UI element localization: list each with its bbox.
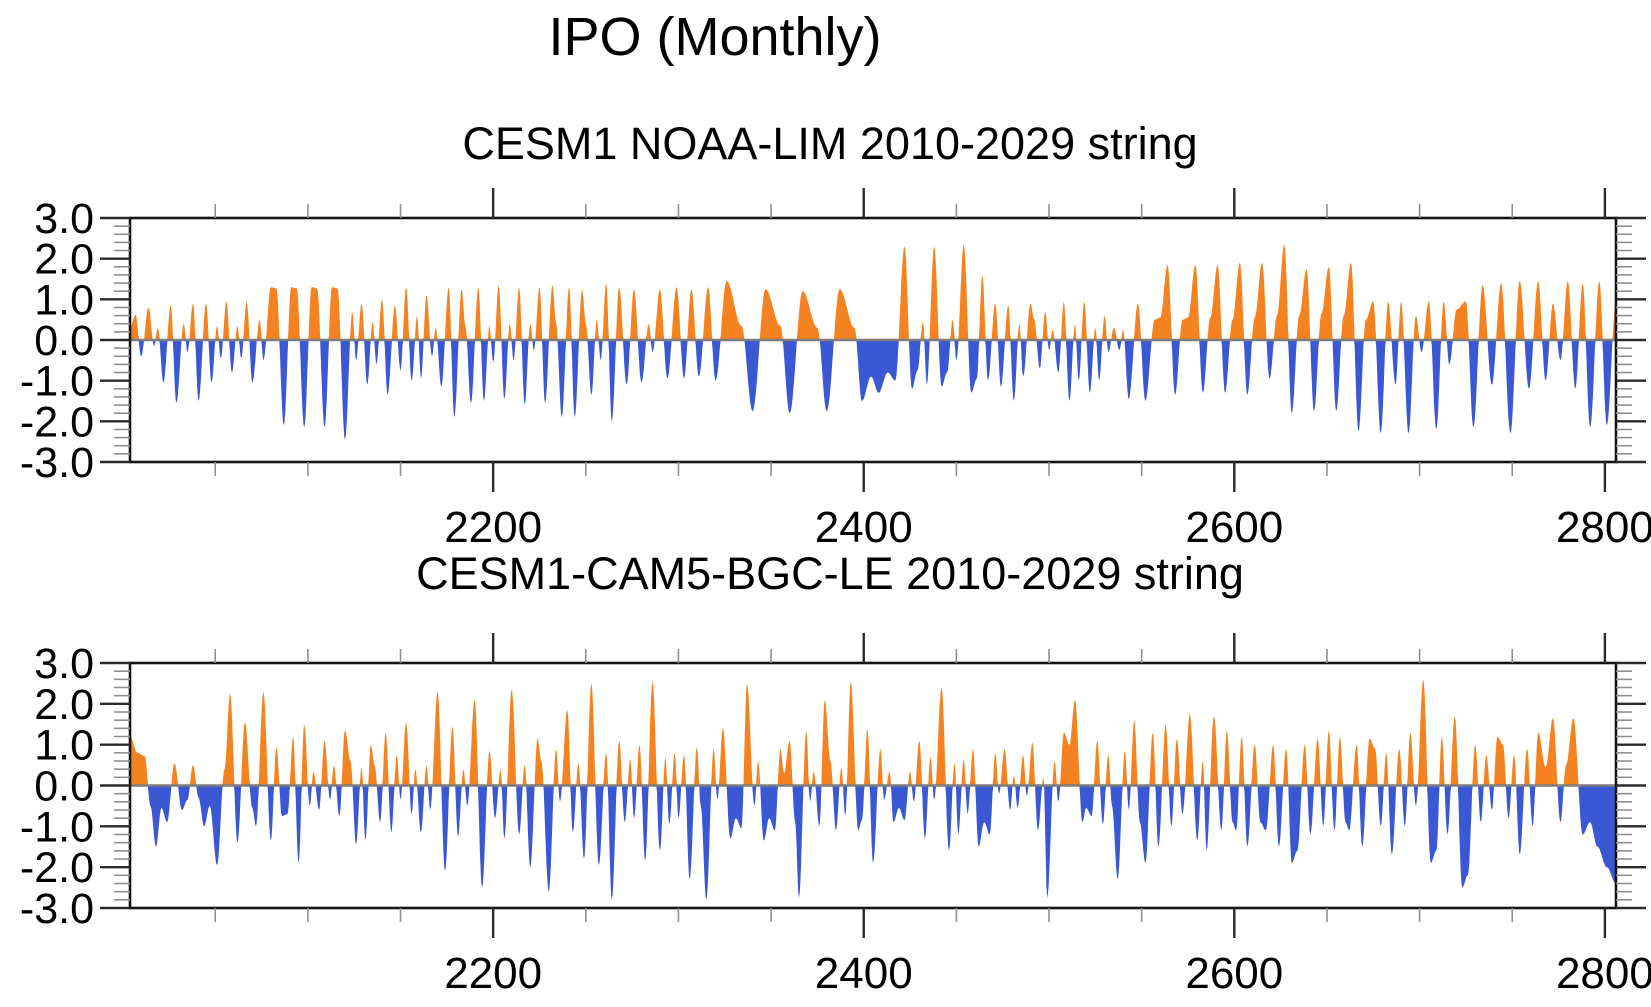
x-axis-label: 2200 [444, 503, 542, 552]
y-axis-label: 2.0 [34, 681, 94, 729]
y-axis-label: -3.0 [20, 885, 94, 933]
y-axis-label: -2.0 [20, 398, 94, 446]
y-axis-label: -2.0 [20, 844, 94, 892]
x-axis-label: 2400 [815, 949, 913, 998]
y-axis-label: 3.0 [34, 640, 94, 688]
x-axis-label: 2400 [815, 503, 913, 552]
axis-ticks [100, 188, 1646, 492]
panel-b: 2200 2400 2600 2800 3.02.01.00.0-1.0-2.0-3.0 [20, 633, 1651, 998]
panel-b-title: CESM1-CAM5-BGC-LE 2010-2029 string [416, 548, 1244, 599]
y-axis-label: -3.0 [20, 439, 94, 487]
axis-ticks [100, 633, 1646, 938]
panel-a-title: CESM1 NOAA-LIM 2010-2029 string [462, 118, 1198, 169]
x-axis-label: 2800 [1556, 949, 1651, 998]
series-area-positive [130, 244, 1616, 340]
x-axis-label: 2600 [1185, 503, 1283, 552]
y-axis-label: 2.0 [34, 236, 94, 284]
series-area-negative [130, 785, 1616, 900]
y-axis-label: -1.0 [20, 358, 94, 406]
y-axis-label: 1.0 [34, 276, 94, 324]
y-axis-label: 1.0 [34, 722, 94, 770]
series-area-negative [130, 340, 1616, 440]
x-axis-label: 2600 [1185, 949, 1283, 998]
y-axis-label: 0.0 [34, 317, 94, 365]
figure-title: IPO (Monthly) [548, 7, 882, 67]
y-axis-label: -1.0 [20, 803, 94, 851]
y-axis-label: 0.0 [34, 763, 94, 811]
panel-a: 2200 2400 2600 2800 3.02.01.00.0-1.0-2.0-3.0 [20, 188, 1651, 552]
x-axis-label: 2800 [1556, 503, 1651, 552]
series-area-positive [130, 679, 1616, 786]
y-axis-label: 3.0 [34, 195, 94, 243]
x-axis-label: 2200 [444, 949, 542, 998]
